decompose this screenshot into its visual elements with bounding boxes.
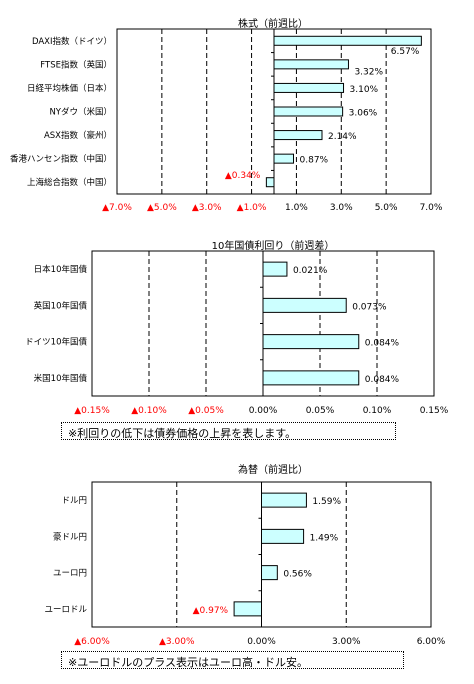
value-label: 0.021% xyxy=(293,266,328,276)
tick-label: ▲6.00% xyxy=(74,637,110,647)
tick-label: 0.05% xyxy=(306,406,335,416)
value-label: 2.14% xyxy=(328,132,357,142)
value-label: 3.32% xyxy=(354,67,383,77)
category-label: 米国10年国債 xyxy=(34,373,88,384)
bar xyxy=(261,492,307,508)
chart-title-fx: 為替（前週比） xyxy=(238,465,308,476)
bar xyxy=(273,130,323,141)
tick-label: ▲0.05% xyxy=(188,406,224,416)
bar xyxy=(273,153,295,164)
category-label: NYダウ（米国） xyxy=(49,107,112,118)
bar xyxy=(262,261,288,277)
value-label: 3.10% xyxy=(350,85,379,95)
category-label: 日本10年国債 xyxy=(34,264,88,275)
category-label: ユーロ円 xyxy=(53,569,87,579)
bar xyxy=(261,565,278,581)
value-label: 0.56% xyxy=(283,570,312,580)
chart-title-bonds: 10年国債利回り（前週差） xyxy=(211,241,335,252)
tick-label: 3.00% xyxy=(332,637,361,647)
bar xyxy=(233,601,263,617)
category-label: 日経平均株価（日本） xyxy=(27,83,112,94)
tick-label: ▲7.0% xyxy=(102,203,132,213)
tick-label: 6.00% xyxy=(417,637,446,647)
category-label: ユーロドル xyxy=(44,605,87,615)
tick-label: ▲3.0% xyxy=(192,203,222,213)
tick-label: 0.00% xyxy=(247,637,276,647)
category-label: 上海総合指数（中国） xyxy=(27,177,112,188)
fx-note: ※ユーロドルのプラス表示はユーロ高・ドル安。 xyxy=(61,651,404,669)
tick-label: ▲1.0% xyxy=(237,203,267,213)
value-label: ▲0.97% xyxy=(193,606,229,616)
category-label: ドル円 xyxy=(61,496,87,506)
bar xyxy=(262,297,347,313)
value-label: 0.084% xyxy=(365,339,400,349)
value-label: 0.87% xyxy=(300,156,329,166)
bar xyxy=(273,35,422,46)
tick-label: 0.10% xyxy=(363,406,392,416)
bar xyxy=(262,370,360,386)
category-label: ドイツ10年国債 xyxy=(25,337,87,348)
value-label: 6.57% xyxy=(391,47,420,57)
category-label: ASX指数（豪州） xyxy=(44,130,112,141)
tick-label: 5.0% xyxy=(375,203,398,213)
tick-label: 0.00% xyxy=(249,406,278,416)
tick-label: ▲5.0% xyxy=(147,203,177,213)
tick-label: 7.0% xyxy=(420,203,443,213)
chart-title-stocks: 株式（前週比） xyxy=(238,19,308,30)
bar xyxy=(273,82,345,93)
category-label: 香港ハンセン指数（中国） xyxy=(10,154,112,165)
bond-yield-note: ※利回りの低下は債券価格の上昇を表します。 xyxy=(61,422,396,440)
value-label: ▲0.34% xyxy=(225,171,261,181)
value-label: 0.084% xyxy=(365,375,400,385)
bar xyxy=(265,177,275,188)
bar xyxy=(273,106,344,117)
value-label: 3.06% xyxy=(349,109,378,119)
bar xyxy=(262,334,360,350)
category-label: DAXI指数（ドイツ） xyxy=(32,36,112,47)
tick-label: ▲0.10% xyxy=(131,406,167,416)
category-label: FTSE指数（英国） xyxy=(40,59,112,70)
tick-label: 3.0% xyxy=(330,203,353,213)
tick-label: ▲3.00% xyxy=(159,637,195,647)
tick-label: ▲0.15% xyxy=(74,406,110,416)
category-label: 豪ドル円 xyxy=(53,531,87,542)
value-label: 1.49% xyxy=(310,533,339,543)
value-label: 0.073% xyxy=(352,302,387,312)
tick-label: 0.15% xyxy=(420,406,449,416)
category-label: 英国10年国債 xyxy=(34,300,88,311)
value-label: 1.59% xyxy=(312,497,341,507)
bar xyxy=(273,59,349,70)
bar xyxy=(261,528,305,544)
tick-label: 1.0% xyxy=(285,203,308,213)
